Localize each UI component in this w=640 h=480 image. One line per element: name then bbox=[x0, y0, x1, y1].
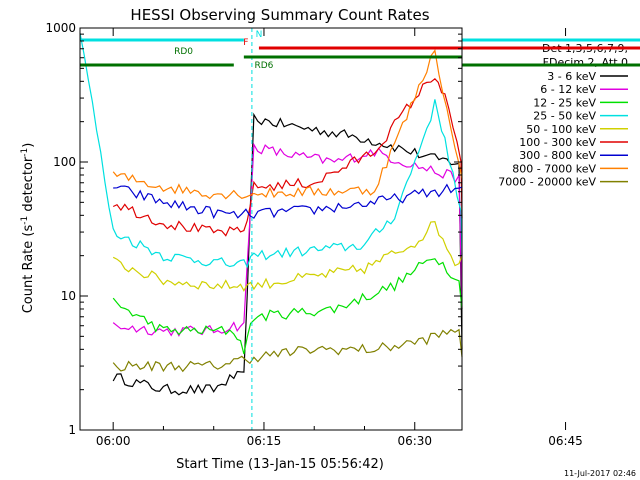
legend-label-1: 6 - 12 keV bbox=[540, 83, 596, 96]
y-tick-label-3: 1000 bbox=[45, 21, 76, 35]
plot-frame bbox=[79, 27, 463, 431]
x-tick-label-2: 06:30 bbox=[397, 434, 432, 448]
state-bar-label-n: N bbox=[256, 30, 263, 40]
legend-label-3: 25 - 50 keV bbox=[533, 110, 596, 123]
x-axis-label: Start Time (13-Jan-15 05:56:42) bbox=[176, 457, 384, 472]
legend-label-6: 300 - 800 keV bbox=[519, 149, 596, 162]
x-tick-label-3: 06:45 bbox=[548, 434, 583, 448]
chart-title: HESSI Observing Summary Count Rates bbox=[130, 6, 429, 24]
x-tick-label-0: 06:00 bbox=[96, 434, 131, 448]
series-line-7 bbox=[112, 49, 463, 200]
footer-timestamp: 11-Jul-2017 02:46 bbox=[564, 469, 636, 478]
y-tick-label-0: 1 bbox=[68, 423, 76, 437]
series-line-8 bbox=[112, 328, 463, 373]
legend-label-5: 100 - 300 keV bbox=[519, 136, 596, 149]
series-line-0 bbox=[112, 112, 463, 396]
state-bar-label-rd6: RD6 bbox=[255, 61, 274, 71]
legend-header-line-2: FDecim 2, Att 0 bbox=[543, 56, 628, 69]
series-line-5 bbox=[112, 77, 463, 237]
legend-label-4: 50 - 100 keV bbox=[526, 123, 596, 136]
y-tick-label-1: 10 bbox=[61, 289, 76, 303]
series-line-6 bbox=[113, 183, 463, 220]
series-line-4 bbox=[112, 220, 463, 292]
series-line-1 bbox=[112, 142, 463, 337]
legend-label-0: 3 - 6 keV bbox=[547, 70, 596, 83]
y-axis-label: Count Rate (s-1 detector-1) bbox=[20, 143, 36, 314]
y-tick-label-2: 100 bbox=[53, 155, 76, 169]
series-line-3 bbox=[79, 32, 463, 269]
chart-marks: NFRD0RD606:0006:1506:3006:4507:0007:1507… bbox=[45, 21, 640, 448]
legend-label-2: 12 - 25 keV bbox=[533, 96, 596, 109]
legend-label-8: 7000 - 20000 keV bbox=[498, 176, 596, 189]
legend-label-7: 800 - 7000 keV bbox=[512, 162, 596, 175]
series-line-2 bbox=[112, 258, 463, 355]
state-bar-label-f: F bbox=[243, 38, 248, 48]
x-tick-label-1: 06:15 bbox=[247, 434, 282, 448]
state-bar-label-rd0: RD0 bbox=[174, 47, 193, 57]
